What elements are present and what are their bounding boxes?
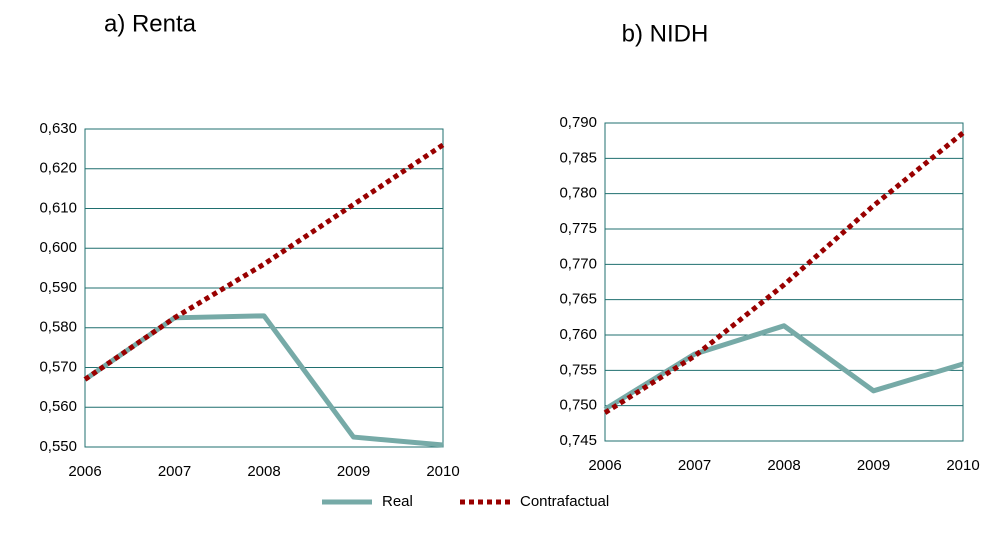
y-tick-label: 0,780 <box>559 185 597 202</box>
series-line <box>603 323 964 412</box>
y-tick-label: 0,550 <box>39 438 77 455</box>
x-tick-label: 2006 <box>588 457 621 474</box>
y-tick-label: 0,590 <box>39 279 77 296</box>
x-tick-label: 2006 <box>68 463 101 480</box>
x-tick-label: 2007 <box>158 463 191 480</box>
y-tick-label: 0,760 <box>559 326 597 343</box>
y-tick-label: 0,790 <box>559 114 597 131</box>
y-tick-label: 0,600 <box>39 239 77 256</box>
legend-label: Contrafactual <box>520 493 609 510</box>
chart-title: b) NIDH <box>622 20 709 47</box>
plot-frame <box>604 122 964 442</box>
y-tick-label: 0,745 <box>559 432 597 449</box>
x-tick-label: 2008 <box>247 463 280 480</box>
y-tick-label: 0,610 <box>39 199 77 216</box>
x-tick-label: 2008 <box>767 457 800 474</box>
x-tick-label: 2009 <box>337 463 370 480</box>
x-tick-label: 2007 <box>678 457 711 474</box>
chart-title: a) Renta <box>104 10 197 37</box>
y-tick-label: 0,580 <box>39 319 77 336</box>
series-line <box>603 130 965 415</box>
y-tick-label: 0,770 <box>559 255 597 272</box>
legend-label: Real <box>382 493 413 510</box>
series-line <box>83 142 445 382</box>
x-tick-label: 2010 <box>946 457 979 474</box>
y-tick-label: 0,560 <box>39 398 77 415</box>
y-tick-label: 0,750 <box>559 397 597 414</box>
plot-frame <box>84 128 444 448</box>
x-tick-label: 2009 <box>857 457 890 474</box>
y-tick-label: 0,620 <box>39 160 77 177</box>
y-tick-label: 0,765 <box>559 291 597 308</box>
x-tick-label: 2010 <box>426 463 459 480</box>
y-tick-label: 0,755 <box>559 361 597 378</box>
y-tick-label: 0,570 <box>39 358 77 375</box>
y-tick-label: 0,785 <box>559 149 597 166</box>
series-line <box>83 313 444 448</box>
y-tick-label: 0,775 <box>559 220 597 237</box>
y-tick-label: 0,630 <box>39 120 77 137</box>
